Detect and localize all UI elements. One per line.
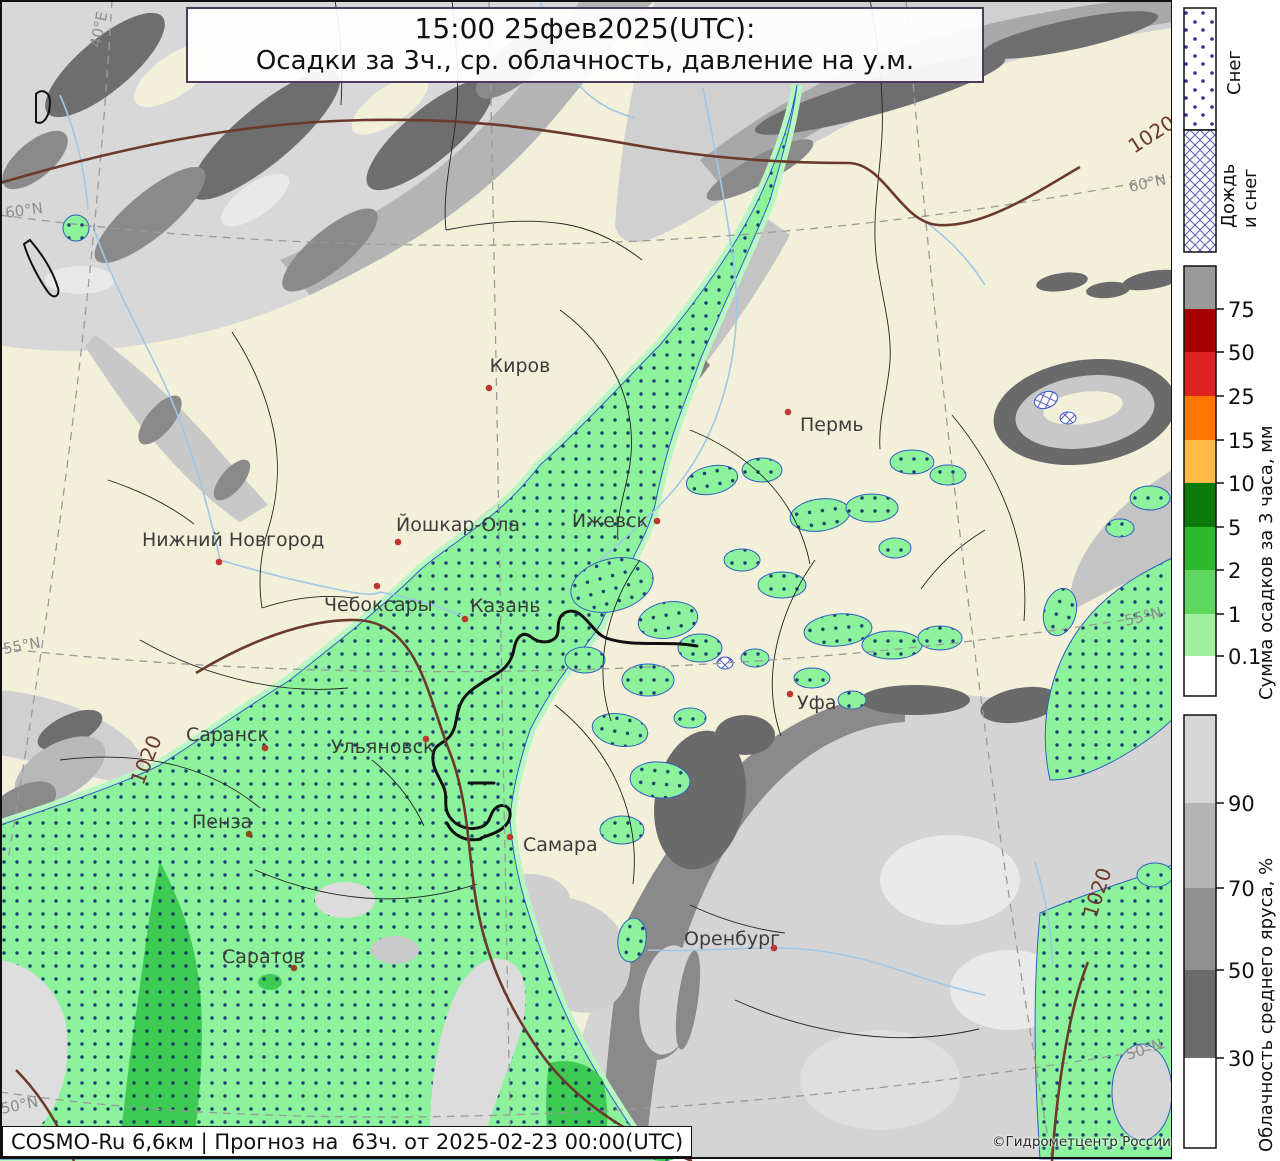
rain-snow-spot	[1059, 411, 1077, 425]
city-label: Йошкар-Ола	[396, 513, 520, 536]
city-dot	[485, 384, 493, 392]
cloud-tick: 90	[1228, 792, 1255, 816]
city-ulyanovsk: Ульяновск	[331, 735, 435, 758]
city-dot	[373, 582, 381, 590]
city-saratov: Саратов	[222, 946, 305, 972]
meridian-60e	[905, 0, 1053, 1161]
legend-column: Снег Дождь и снег 75 50 25	[1172, 0, 1280, 1161]
lakes	[22, 90, 60, 298]
city-dot	[461, 615, 469, 623]
precip-tick: 10	[1228, 472, 1255, 496]
graticule-labels: 60°N 55°N 50°N 60°N 55°N 50°N 40°E	[0, 10, 1168, 1118]
precip-tick: 50	[1228, 341, 1255, 365]
city-yoshkar-ola: Йошкар-Ола	[394, 513, 520, 546]
city-orenburg: Оренбург	[684, 928, 780, 952]
precip-axis-title: Сумма осадков за 3 часа, мм	[1256, 426, 1277, 700]
city-label: Пенза	[192, 811, 252, 833]
cloud-holes-over-snow	[0, 882, 701, 1159]
parallel-60n	[0, 175, 1173, 246]
model-info-box: COSMO-Ru 6,6км | Прогноз на 63ч. от 2025…	[2, 1126, 693, 1157]
city-label: Киров	[490, 355, 551, 377]
city-label: Саранск	[186, 724, 269, 746]
city-dot	[245, 830, 253, 838]
city-penza: Пенза	[192, 811, 253, 838]
city-nizhny-novgorod: Нижний Новгород	[142, 529, 324, 566]
parallel-50n	[0, 1045, 1173, 1118]
city-label: Ульяновск	[331, 736, 435, 758]
city-dot	[786, 690, 794, 698]
legend-snow-swatch	[1183, 7, 1217, 131]
city-label: Казань	[470, 595, 541, 617]
meridian-40e	[7, 0, 113, 861]
cloud-tick: 30	[1228, 1047, 1255, 1071]
rain-snow-spot	[1033, 390, 1059, 410]
city-kazan: Казань	[461, 595, 541, 623]
city-label: Оренбург	[684, 928, 780, 950]
precip-tick: 0.1	[1228, 645, 1261, 669]
precip-tick: 25	[1228, 385, 1255, 409]
city-label: Пермь	[800, 414, 864, 436]
city-dot	[506, 833, 514, 841]
lat-label: 60°N	[4, 199, 44, 222]
city-label: Нижний Новгород	[142, 529, 324, 551]
meridian-50e	[488, 0, 512, 1161]
city-label: Ижевск	[572, 510, 648, 532]
legend-rain-snow-label: и снег	[1240, 168, 1261, 228]
graticule	[0, 0, 1173, 1161]
cities: Киров Пермь Ижевск Йошкар-Ола Нижний Нов…	[142, 355, 864, 972]
precip-tick: 75	[1228, 298, 1255, 322]
region-borders	[59, 0, 1026, 1039]
city-samara: Самара	[506, 833, 598, 856]
precip-tick: 15	[1228, 429, 1255, 453]
city-label: Саратов	[222, 946, 305, 968]
map-base: 1020 1020 1020 60°N 55°N 50°N 60°N 55°N …	[0, 0, 1182, 1161]
precip-tick: 1	[1228, 603, 1241, 627]
city-kirov: Киров	[485, 355, 551, 392]
cloud-axis-title: Облачность среднего яруса, %	[1256, 858, 1277, 1152]
city-dot	[215, 558, 223, 566]
city-dot	[770, 944, 778, 952]
precip-tick: 2	[1228, 559, 1241, 583]
city-dot	[290, 964, 298, 972]
snow-blob-northwest	[62, 214, 90, 242]
snow-areas	[0, 84, 1174, 1161]
map-title-box: 15:00 25фев2025(UTC): Осадки за 3ч., ср.…	[186, 7, 984, 83]
city-dot	[784, 408, 792, 416]
city-saransk: Саранск	[186, 724, 269, 752]
snow-band-main	[0, 84, 798, 1160]
city-ufa: Уфа	[786, 690, 836, 714]
map-title-line2: Осадки за 3ч., ср. облачность, давление …	[255, 45, 915, 76]
city-perm: Пермь	[784, 408, 864, 436]
city-dot	[653, 517, 661, 525]
cloud-tick: 70	[1228, 877, 1255, 901]
city-dot	[261, 744, 269, 752]
model-info-text: COSMO-Ru 6,6км | Прогноз на 63ч. от 2025…	[11, 1129, 684, 1154]
city-label: Самара	[523, 834, 598, 856]
city-dot	[422, 735, 430, 743]
copyright-text: ©Гидрометцентр России	[992, 1134, 1171, 1150]
parallel-55n	[0, 611, 1173, 673]
city-label: Уфа	[797, 692, 836, 714]
legend-rain-snow-label: Дождь	[1218, 164, 1239, 228]
city-label: Чебоксары	[324, 594, 433, 616]
map-title-line1: 15:00 25фев2025(UTC):	[414, 12, 756, 46]
legend-cloud-bar: 90 70 50 30 Облачность среднего яруса, %	[1183, 714, 1277, 1152]
snow-heavy-streak	[118, 862, 203, 1159]
volga-river	[431, 609, 699, 842]
cloud-tick: 50	[1228, 959, 1255, 983]
city-dot	[394, 538, 402, 546]
precip-tick: 5	[1228, 516, 1241, 540]
legend-rain-snow-swatch	[1183, 129, 1217, 253]
legend-snow-label: Снег	[1224, 50, 1245, 95]
city-cheboksary: Чебоксары	[324, 582, 433, 616]
legend-precip-bar: 75 50 25 15 10 5 2 1 0.1 Сумма осадков з…	[1183, 265, 1277, 700]
city-izhevsk: Ижевск	[572, 510, 661, 532]
